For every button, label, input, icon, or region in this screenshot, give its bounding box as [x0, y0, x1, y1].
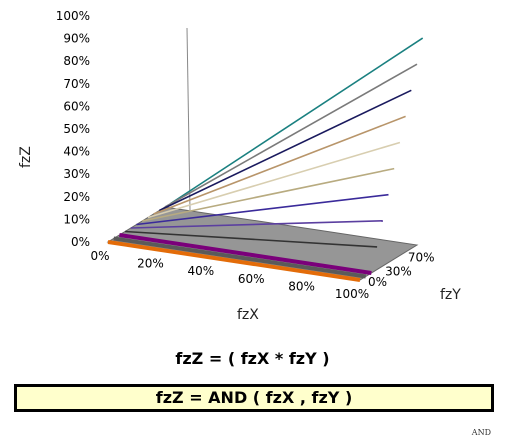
z-tick-label: 0% [71, 235, 90, 249]
z-tick-label: 30% [63, 167, 90, 181]
z-axis-line [186, 27, 191, 211]
series-line [142, 167, 395, 222]
x-tick-label: 20% [137, 257, 164, 271]
formula-text: fzZ = ( fzX * fzY ) [175, 349, 330, 368]
z-tick-label: 20% [63, 190, 90, 204]
chart-canvas: 0% 10% 20% 30% 40% 50% 60% 70% 80% 90% 100% 0% 20% 4… [18, 9, 461, 323]
series-line [147, 141, 401, 219]
series-line [153, 115, 406, 215]
series-line [125, 230, 378, 248]
y-tick-label: 70% [408, 251, 435, 265]
x-tick-label: 60% [238, 272, 265, 286]
z-tick-label: 10% [63, 212, 90, 226]
series-line [170, 37, 424, 205]
z-axis-ticks: 0% 10% 20% 30% 40% 50% 60% 70% 80% 90% 100% [56, 9, 90, 249]
z-tick-label: 100% [56, 9, 90, 23]
z-tick-label: 80% [63, 54, 90, 68]
series-line [164, 63, 418, 208]
z-tick-label: 90% [63, 32, 90, 46]
x-tick-label: 80% [288, 279, 315, 293]
logic-tag: AND [471, 428, 491, 437]
y-axis-ticks: 0%30%70% [368, 251, 435, 290]
fz-formula-box: fzZ = AND ( fzX , fzY ) [14, 384, 494, 412]
x-tick-label: 100% [335, 287, 369, 301]
z-tick-label: 40% [63, 145, 90, 159]
z-tick-label: 50% [63, 122, 90, 136]
x-axis-title: fzX [237, 307, 259, 323]
z-tick-label: 70% [63, 77, 90, 91]
y-axis-title: fzY [440, 287, 461, 303]
series-lines [107, 37, 424, 282]
x-axis-ticks: 0% 20% 40% 60% 80% 100% [90, 249, 369, 301]
series-line [107, 240, 361, 282]
series-line [119, 233, 372, 275]
y-tick-label: 30% [385, 265, 412, 279]
z-tick-label: 60% [63, 99, 90, 113]
x-tick-label: 0% [90, 249, 109, 263]
series-line [130, 220, 383, 229]
series-line [113, 236, 366, 279]
x-tick-label: 40% [187, 264, 214, 278]
z-axis-title: fzZ [18, 146, 34, 168]
series-line [136, 193, 389, 226]
series-line [158, 89, 412, 212]
y-tick-label: 0% [368, 275, 387, 289]
